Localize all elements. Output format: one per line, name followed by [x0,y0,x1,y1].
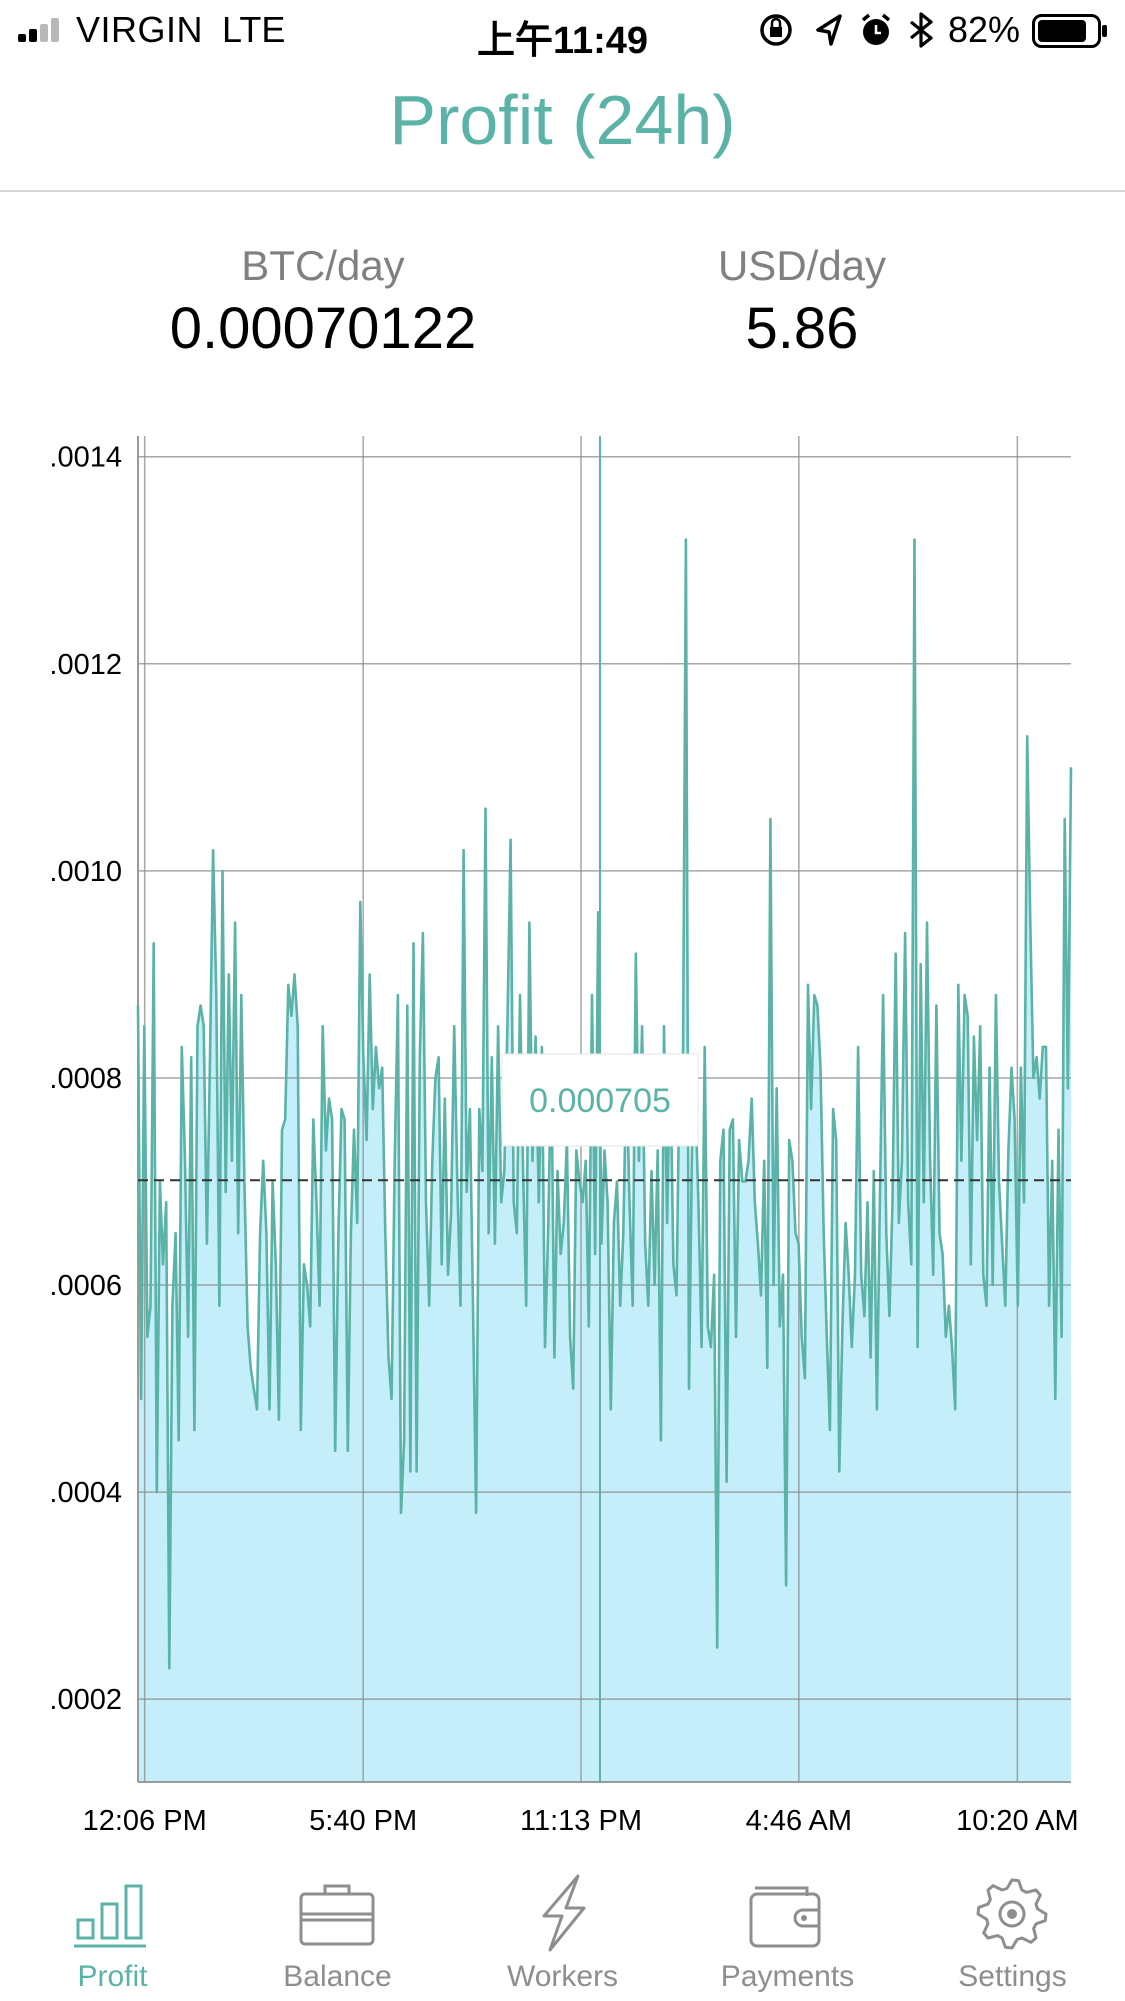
battery-icon [1032,14,1107,48]
tab-settings[interactable]: Settings [900,1860,1125,2001]
status-time: 上午11:49 [476,20,649,62]
tab-workers-label: Workers [506,1960,619,1993]
tab-profit-label: Profit [77,1960,148,1993]
profit-chart[interactable]: .0002 .0004 .0006 .0008 .0010 .0012 .0014 12:0… [0,420,1125,1840]
y-tick-label: .0002 [49,1684,122,1716]
header: Profit (24h) [0,60,1125,192]
tooltip-value: 0.000705 [529,1082,671,1120]
tooltip-box [501,1053,699,1147]
tab-settings-label: Settings [958,1960,1067,1993]
profit-series-line [136,538,1073,1670]
tab-balance[interactable]: Balance [225,1860,450,2001]
x-tick-label: 12:06 PM [83,1805,207,1837]
gear-icon [976,1878,1048,1950]
y-tick-label: .0004 [49,1477,122,1509]
btc-per-day-stat: BTC/day 0.00070122 [113,240,533,364]
battery-percent: 82% [948,9,1021,50]
y-tick-label: .0010 [49,856,122,888]
chart-tooltip: 0.000705 [501,1053,699,1147]
tab-balance-label: Balance [283,1960,392,1993]
y-tick-label: .0012 [49,649,122,681]
status-bar: VIRGIN LTE 上午11:49 82% [0,0,1125,62]
y-tick-label: .0014 [49,442,122,474]
x-tick-label: 11:13 PM [520,1805,642,1837]
x-tick-label: 10:20 AM [956,1805,1079,1837]
alarm-icon [861,13,891,45]
y-tick-label: .0008 [49,1063,122,1095]
usd-per-day-label: USD/day [717,242,887,289]
bluetooth-icon [910,12,933,48]
tab-workers[interactable]: Workers [450,1860,675,2001]
usd-per-day-stat: USD/day 5.86 [592,240,1012,364]
usd-per-day-value: 5.86 [745,296,859,361]
briefcase-icon [299,1884,375,1946]
status-icons [760,12,933,48]
lightning-icon [542,1874,586,1952]
page-title: Profit (24h) [389,81,736,159]
location-icon [816,14,842,46]
wallet-icon [749,1886,821,1948]
tab-bar: Profit Balance Workers Payments Sett [0,1860,1125,2001]
network-type: LTE [222,9,286,50]
y-tick-label: .0006 [49,1270,122,1302]
tab-payments-label: Payments [720,1960,855,1993]
carrier-name: VIRGIN [76,9,204,50]
x-tick-label: 4:46 AM [746,1805,852,1837]
tab-profit[interactable]: Profit [0,1860,225,2001]
btc-per-day-value: 0.00070122 [169,296,477,361]
orientation-lock-icon [760,14,792,46]
btc-per-day-label: BTC/day [241,242,405,289]
profit-chart-svg[interactable]: .0002 .0004 .0006 .0008 .0010 .0012 .0014 12:0… [0,420,1125,1840]
x-tick-label: 5:40 PM [309,1805,417,1837]
bar-chart-icon [74,1884,146,1948]
tab-payments[interactable]: Payments [675,1860,900,2001]
signal-strength-icon [18,18,59,42]
